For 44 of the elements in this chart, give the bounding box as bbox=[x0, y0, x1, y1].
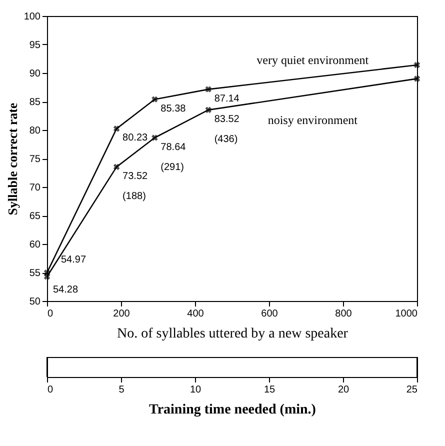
y-tick-label: 60 bbox=[29, 240, 41, 250]
x2-tick-label: 25 bbox=[406, 384, 418, 396]
y-tick-label: 100 bbox=[24, 12, 41, 22]
x2-tick-label: 10 bbox=[190, 384, 202, 396]
point bbox=[113, 126, 120, 132]
y-tick-label: 90 bbox=[29, 68, 41, 80]
y-axis-title: Syllable correct rate bbox=[4, 102, 20, 216]
annotation: 78.64 (291) bbox=[160, 142, 186, 173]
x-tick-label: 0 bbox=[48, 308, 54, 320]
y-tick-label: 50 bbox=[29, 296, 41, 308]
point bbox=[152, 134, 158, 141]
y-tick-label: 75 bbox=[29, 154, 41, 165]
series-label: very quiet environment bbox=[256, 53, 370, 68]
point bbox=[152, 96, 158, 102]
y-tick-label: 70 bbox=[29, 182, 41, 194]
annotation: 54.97 bbox=[61, 254, 86, 266]
annotation: 83.52 (436) bbox=[214, 114, 240, 145]
x2-tick-label: 5 bbox=[118, 384, 125, 396]
x2-tick-label: 0 bbox=[48, 384, 54, 396]
x-tick-label: 200 bbox=[113, 308, 130, 320]
point bbox=[205, 86, 212, 92]
x-tick-label: 400 bbox=[187, 308, 204, 320]
x2-tick-label: 15 bbox=[264, 384, 276, 396]
series-label: noisy environment bbox=[268, 112, 358, 127]
point bbox=[414, 62, 420, 68]
point bbox=[113, 164, 120, 170]
annotation: 87.14 bbox=[214, 93, 240, 104]
annotation: 85.38 bbox=[160, 103, 186, 114]
y-tick-label: 85 bbox=[29, 97, 41, 108]
annotation: 80.23 bbox=[122, 132, 148, 144]
point bbox=[414, 76, 420, 82]
x2-tick-label: 20 bbox=[338, 384, 350, 396]
x2-axis-title: Training time needed (min.) bbox=[149, 402, 316, 418]
x-tick-label: 800 bbox=[335, 308, 352, 320]
y-tick-label: 80 bbox=[29, 126, 41, 136]
y-tick-label: 55 bbox=[29, 268, 41, 279]
annotation: 73.52 (188) bbox=[122, 170, 148, 202]
x-tick-label: 600 bbox=[261, 308, 278, 320]
y-tick-label: 65 bbox=[29, 211, 41, 222]
x-axis-title: No. of syllables uttered by a new speaker bbox=[117, 326, 348, 342]
annotation: 54.28 bbox=[53, 284, 78, 296]
point bbox=[205, 106, 212, 114]
x-tick-label: 1000 bbox=[395, 308, 418, 320]
y-tick-label: 95 bbox=[29, 40, 41, 51]
